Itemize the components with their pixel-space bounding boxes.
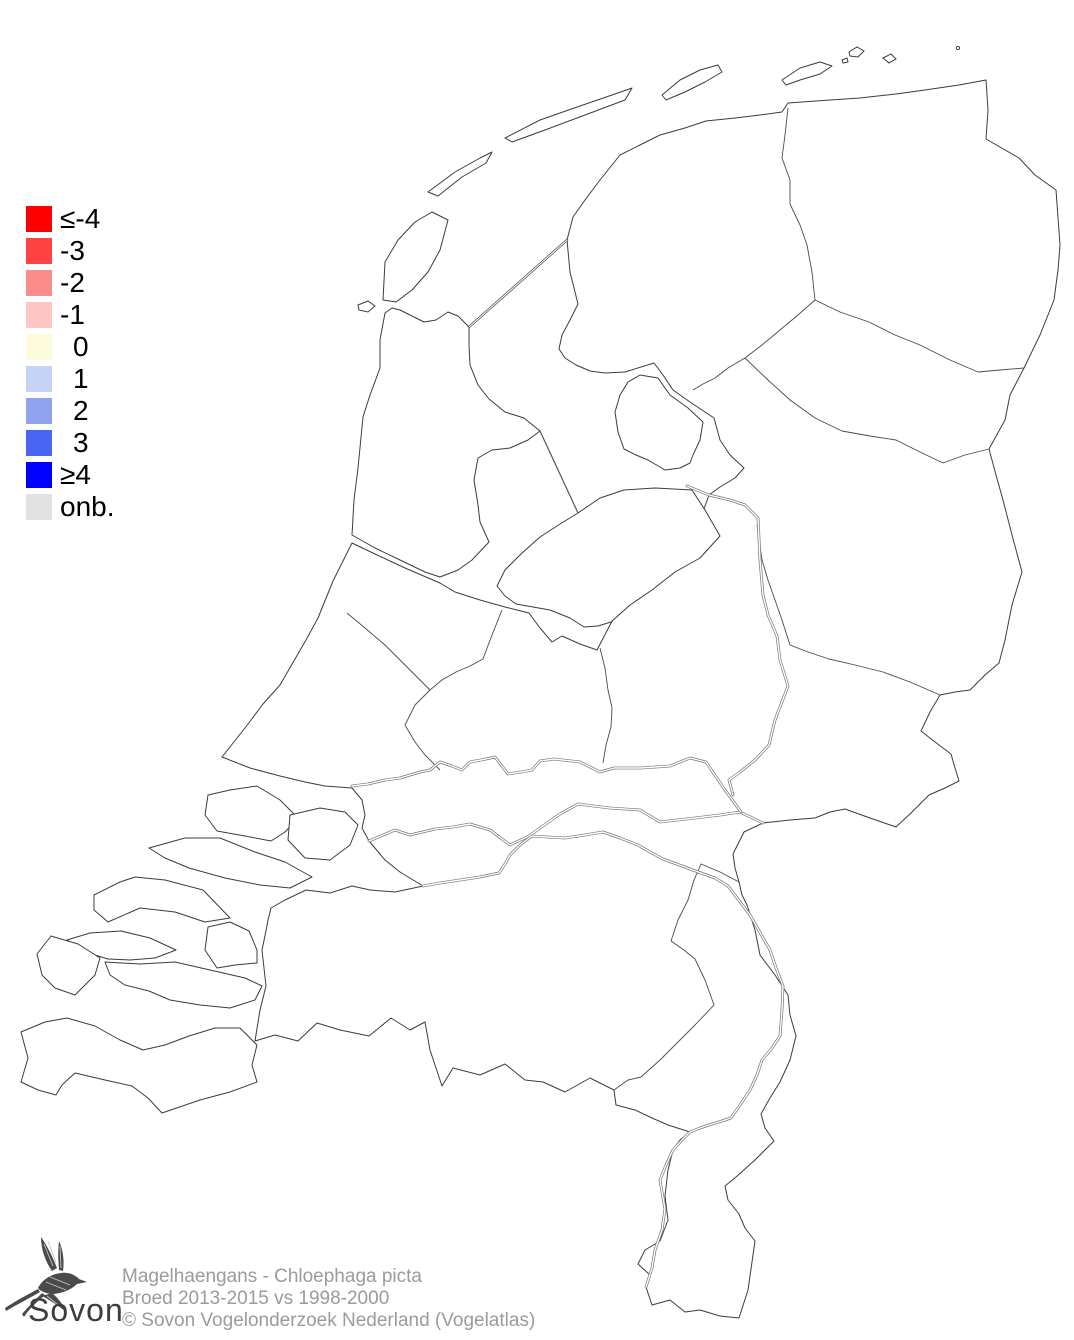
region-noordoostpolder bbox=[614, 374, 704, 471]
legend-item: ≤-4 bbox=[26, 203, 115, 234]
caption-species: Magelhaengans - Chloephaga picta bbox=[122, 1266, 422, 1287]
legend-item-label: -1 bbox=[60, 299, 85, 330]
border-limburg-brabant bbox=[613, 863, 740, 1091]
legend-item: -1 bbox=[26, 299, 115, 330]
border-drenthe-overijssel bbox=[744, 357, 990, 464]
region-mainland bbox=[221, 79, 1061, 1319]
region-tholen bbox=[204, 921, 258, 969]
island-simonszand bbox=[841, 57, 849, 64]
legend-swatch bbox=[26, 238, 52, 264]
island-noorderhaaks bbox=[357, 300, 376, 313]
sovon-swallow-icon bbox=[5, 1237, 87, 1317]
border-friesland-overijssel bbox=[692, 357, 746, 391]
sovon-wordmark: Sovon bbox=[28, 1292, 124, 1328]
legend-item-label: 1 bbox=[73, 363, 89, 394]
legend-item-label: -3 bbox=[60, 235, 85, 266]
legend-item-label: 3 bbox=[73, 427, 89, 458]
island-ameland bbox=[661, 64, 723, 101]
island-rottumeroog bbox=[882, 53, 897, 64]
region-goeree-overflakkee bbox=[148, 837, 313, 889]
border-groningen-friesland bbox=[781, 107, 816, 301]
border-utrecht-zuidholland bbox=[404, 689, 441, 771]
legend-swatch bbox=[26, 430, 52, 456]
region-zeeuws-vlaanderen bbox=[20, 1017, 258, 1114]
legend-item: -3 bbox=[26, 235, 115, 266]
border-overijssel-gelderland bbox=[756, 524, 941, 696]
dike-houtribdijk bbox=[539, 430, 579, 514]
region-flevoland bbox=[496, 487, 721, 628]
border-groningen-drenthe bbox=[814, 299, 1025, 373]
legend-item-label: 0 bbox=[73, 331, 89, 362]
legend-swatch bbox=[26, 366, 52, 392]
region-noord-holland bbox=[351, 307, 541, 578]
legend-item: 3 bbox=[26, 427, 115, 458]
region-hoeksche-waard bbox=[287, 807, 359, 861]
legend-item-label: 2 bbox=[73, 395, 89, 426]
caption-period: Broed 2013-2015 vs 1998-2000 bbox=[122, 1288, 390, 1309]
legend-item: 1 bbox=[26, 363, 115, 394]
island-rottumerplaat bbox=[848, 46, 865, 58]
legend-swatch bbox=[26, 462, 52, 488]
legend-item-label: onb. bbox=[60, 491, 115, 522]
caption-copyright: © Sovon Vogelonderzoek Nederland (Vogela… bbox=[122, 1310, 536, 1331]
legend-swatch bbox=[26, 270, 52, 296]
island-texel bbox=[382, 211, 449, 303]
border-friesland-drenthe bbox=[744, 299, 816, 359]
legend-swatch bbox=[26, 334, 52, 360]
legend-item: ≥4 bbox=[26, 459, 115, 490]
legend-swatch bbox=[26, 302, 52, 328]
island-vlieland bbox=[427, 151, 493, 197]
legend-item: 2 bbox=[26, 395, 115, 426]
region-zuid-beveland bbox=[104, 961, 263, 1009]
region-voorne-putten bbox=[204, 785, 299, 842]
legend-swatch bbox=[26, 398, 52, 424]
legend-swatch bbox=[26, 494, 52, 520]
legend-item: -2 bbox=[26, 267, 115, 298]
border-noordholland-zuidholland bbox=[346, 612, 431, 691]
legend-item: 0 bbox=[26, 331, 115, 362]
region-walcheren bbox=[36, 935, 101, 996]
legend: ≤-4 -3 -2 -1 0 1 2 3 bbox=[26, 203, 115, 526]
legend-item: onb. bbox=[26, 491, 115, 522]
legend-item-label: ≥4 bbox=[60, 459, 91, 490]
island-terschelling bbox=[504, 87, 633, 143]
legend-item-label: ≤-4 bbox=[60, 203, 101, 234]
caption: Magelhaengans - Chloephaga picta Broed 2… bbox=[122, 1266, 535, 1332]
island-speck bbox=[955, 45, 961, 51]
island-schiermonnikoog bbox=[781, 61, 833, 86]
legend-item-label: -2 bbox=[60, 267, 85, 298]
legend-swatch bbox=[26, 206, 52, 232]
border-gelderland-utrecht bbox=[599, 647, 613, 764]
region-schouwen-duiveland bbox=[93, 876, 231, 923]
dikes bbox=[467, 238, 579, 514]
border-utrecht-noordholland bbox=[429, 609, 503, 691]
